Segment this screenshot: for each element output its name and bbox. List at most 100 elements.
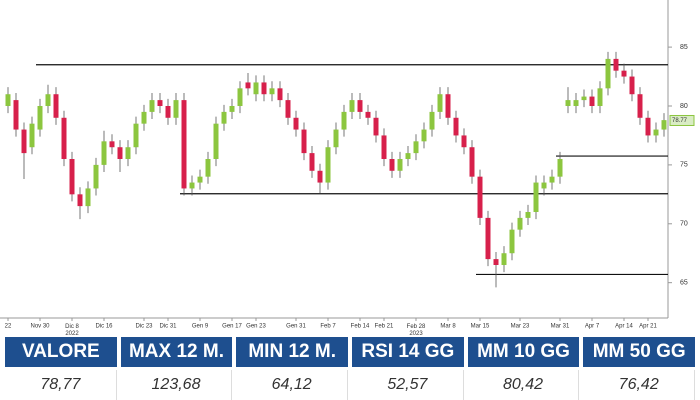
candle-body (469, 147, 475, 177)
candle-body (661, 120, 667, 130)
x-tick-label: Mar 23 (511, 324, 530, 330)
candle-body (125, 147, 131, 159)
candle-body (5, 94, 11, 106)
value-cell: 76,42 (583, 370, 696, 400)
candle-body (229, 106, 235, 112)
candle-body (565, 100, 571, 106)
chart: 65 70 75 80 85 22 Nov 30 Dic 8 2022 Dic 16 Dic 23 D… (0, 0, 695, 335)
candle-body (149, 100, 155, 112)
x-tick-label: Dic 16 (95, 324, 113, 330)
candle-body (85, 188, 91, 207)
candle-body (325, 147, 331, 183)
candle-body (613, 58, 619, 71)
candle-body (117, 147, 123, 159)
candle-body (541, 182, 547, 189)
candle-body (573, 100, 579, 106)
candle-body (485, 217, 491, 260)
candle-body (157, 100, 163, 106)
x-tick-label: Apr 14 (615, 324, 633, 330)
x-tick-label: Mar 8 (440, 324, 456, 330)
candle-body (37, 106, 43, 130)
y-tick-label: 70 (680, 221, 688, 228)
x-tick-label: 22 (5, 324, 12, 330)
candle-body (285, 100, 291, 118)
value-cell: 123,68 (121, 370, 233, 400)
candle-body (629, 76, 635, 95)
candle-body (269, 88, 275, 95)
y-tick-label: 80 (680, 103, 688, 110)
candle-body (581, 96, 587, 101)
candle-body (213, 123, 219, 159)
candle-body (405, 153, 411, 159)
candle-body (349, 100, 355, 112)
candle-body (45, 94, 51, 106)
last-price-label: 78.77 (672, 118, 688, 124)
x-tick-label: Mar 15 (471, 324, 490, 330)
x-tick-label: Feb 21 (375, 324, 394, 330)
candle-body (357, 100, 363, 112)
last-price-box (669, 114, 695, 126)
candle-body (381, 135, 387, 159)
header-cell: MM 10 GG (467, 337, 580, 367)
candle-body (637, 94, 643, 118)
header-cell: RSI 14 GG (352, 337, 464, 367)
candle-body (69, 159, 75, 195)
value-cell: 64,12 (236, 370, 349, 400)
header-cell: MIN 12 M. (236, 337, 349, 367)
candle-body (293, 117, 299, 130)
candle-body (101, 141, 107, 165)
x-tick-label: Dic 23 (135, 324, 153, 330)
x-tick-label: Feb 7 (320, 324, 336, 330)
candle-body (261, 82, 267, 95)
candle-body (477, 176, 483, 218)
candle-body (557, 159, 563, 177)
candle-body (429, 111, 435, 130)
y-tick-label: 65 (680, 280, 688, 287)
candle-body (517, 217, 523, 230)
x-tick-label: Gen 23 (246, 324, 266, 330)
x-tick-label-line: Dic 8 (65, 324, 79, 330)
x-tick-label-line: 2022 (65, 331, 79, 335)
x-tick-label: Apr 21 (639, 324, 657, 330)
candle-body (549, 176, 555, 183)
candle-body (493, 259, 499, 265)
candle-body (501, 253, 507, 265)
candle-body (173, 100, 179, 118)
candle-body (205, 159, 211, 177)
x-tick-label: Feb 28 2023 (407, 324, 426, 335)
x-tick-label: Gen 31 (286, 324, 306, 330)
candle-body (373, 117, 379, 136)
candle-body (309, 153, 315, 171)
candle-body (197, 176, 203, 183)
candle-body (221, 111, 227, 124)
candle-body (389, 159, 395, 171)
candle-body (189, 182, 195, 189)
candle-body (253, 82, 259, 95)
candle-body (21, 129, 27, 154)
candle-body (333, 129, 339, 148)
candle-body (437, 94, 443, 112)
header-cell: VALORE (5, 337, 117, 367)
header-cell: MM 50 GG (583, 337, 696, 367)
value-row: 78,77 123,68 64,12 52,57 80,42 76,42 (0, 370, 700, 400)
candle-body (397, 159, 403, 171)
candle-body (141, 111, 147, 124)
candle-body (29, 123, 35, 148)
x-tick-label: Mar 31 (551, 324, 570, 330)
candle-body (533, 182, 539, 212)
candle-body (109, 141, 115, 148)
x-tick-label: Dic 31 (159, 324, 177, 330)
candle-body (653, 129, 659, 136)
candle-body (277, 88, 283, 101)
candle-body (509, 229, 515, 254)
candle-body (421, 129, 427, 142)
candle-body (53, 94, 59, 118)
candle-body (413, 141, 419, 154)
candle-body (589, 96, 595, 106)
candle-body (341, 111, 347, 130)
x-tick-label-line: 2023 (409, 331, 423, 335)
candle-body (621, 70, 627, 77)
candle-body (133, 123, 139, 148)
header-cell: MAX 12 M. (120, 337, 233, 367)
